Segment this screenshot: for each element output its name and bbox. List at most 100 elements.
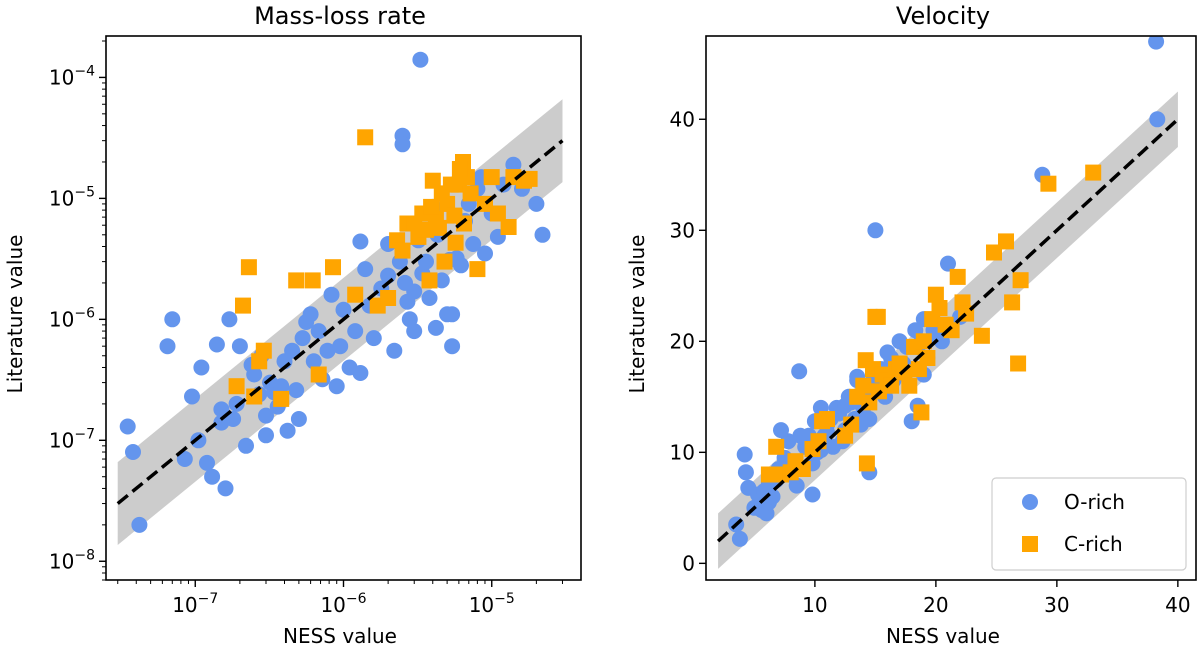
plot-area [116, 51, 564, 545]
o-rich-point [505, 156, 522, 173]
o-rich-point [125, 444, 141, 460]
o-rich-point [310, 323, 327, 340]
o-rich-point [217, 480, 234, 497]
y-tick-label: 40 [670, 107, 695, 131]
o-rich-point [131, 516, 148, 533]
c-rich-point [469, 261, 486, 278]
o-rich-point [444, 338, 461, 355]
o-rich-point [273, 378, 290, 395]
y-tick-exponent: −4 [74, 63, 95, 79]
o-rich-point [1148, 36, 1165, 50]
mass-loss-ylabel: Literature value [3, 235, 27, 394]
o-rich-point [736, 446, 753, 463]
o-rich-point [940, 255, 956, 272]
o-rich-point [204, 468, 221, 485]
c-rich-point [943, 322, 960, 339]
c-rich-point [521, 170, 538, 187]
o-rich-point [199, 454, 215, 471]
legend-c-rich-label: C-rich [1064, 532, 1123, 556]
c-rich-point [858, 455, 875, 472]
o-rich-point [284, 342, 301, 359]
c-rich-point [347, 286, 364, 303]
o-rich-point [421, 290, 438, 306]
o-rich-point [731, 530, 748, 547]
c-rich-point [883, 377, 900, 394]
o-rich-point [357, 261, 374, 278]
c-rich-point [489, 205, 506, 222]
y-tick-label: 10−6 [49, 305, 95, 331]
y-tick-exponent: −7 [74, 426, 95, 442]
c-rich-point [228, 378, 245, 395]
o-rich-point [193, 359, 210, 376]
o-rich-point [444, 306, 461, 323]
c-rich-point [235, 297, 251, 314]
c-rich-point [505, 169, 522, 186]
o-rich-point [412, 51, 429, 68]
y-tick-label: 0 [682, 551, 695, 575]
c-rich-point [869, 308, 886, 325]
c-rich-point [500, 219, 517, 235]
c-rich-point [255, 342, 272, 359]
o-rich-point [119, 418, 136, 435]
mass-loss-title: Mass-loss rate [254, 2, 426, 30]
o-rich-point [290, 411, 307, 427]
y-tick-label: 30 [670, 218, 695, 242]
x-tick-exponent: −7 [198, 591, 219, 607]
c-rich-point [768, 438, 785, 455]
c-rich-point [949, 268, 966, 285]
c-rich-point [325, 259, 341, 276]
x-tick-label: 20 [923, 593, 948, 617]
o-rich-point [279, 422, 296, 439]
plot-area [716, 36, 1180, 569]
legend: O-rich C-rich [991, 477, 1187, 571]
o-rich-point [528, 195, 545, 212]
o-rich-point [213, 401, 230, 418]
o-rich-point [433, 272, 450, 289]
o-rich-point [246, 366, 263, 383]
o-rich-point [780, 433, 797, 450]
o-rich-point [231, 338, 248, 355]
x-tick-label: 10−6 [320, 591, 366, 617]
o-rich-point [867, 222, 884, 239]
c-rich-point [421, 272, 438, 289]
o-rich-point [328, 378, 345, 395]
o-rich-point [399, 293, 416, 310]
c-rich-point [794, 461, 811, 477]
o-rich-point [159, 338, 176, 355]
velocity-panel: Velocity NESS value Literature value 10 2… [625, 2, 1197, 648]
c-rich-point [913, 404, 930, 421]
o-rich-point [534, 226, 551, 243]
velocity-xlabel: NESS value [886, 624, 1000, 648]
o-rich-point [258, 427, 274, 444]
o-rich-point [302, 306, 319, 323]
y-tick-exponent: −6 [74, 305, 95, 321]
y-tick-label: 10 [670, 440, 695, 464]
o-rich-point [208, 336, 225, 353]
o-rich-point [365, 330, 382, 347]
o-rich-point [221, 311, 238, 328]
o-rich-point [406, 323, 423, 340]
c-rich-point [760, 466, 777, 483]
o-rich-point [465, 236, 482, 252]
o-rich-point [861, 411, 878, 427]
y-tick-exponent: −5 [74, 184, 95, 200]
c-rich-point [310, 366, 327, 383]
legend-c-rich-marker [1022, 536, 1038, 552]
o-rich-point [258, 407, 274, 424]
o-rich-point [352, 233, 369, 250]
c-rich-point [273, 390, 290, 407]
o-rich-point [804, 486, 821, 503]
c-rich-point [451, 161, 468, 177]
y-tick-label: 10−8 [49, 547, 95, 573]
c-rich-point [436, 253, 453, 270]
c-rich-point [901, 377, 918, 394]
c-rich-point [240, 259, 257, 276]
x-tick-label: 30 [1044, 593, 1069, 617]
o-rich-point [1149, 111, 1166, 128]
c-rich-point [456, 215, 472, 232]
o-rich-point [837, 397, 854, 414]
y-tick-label: 10−4 [49, 63, 95, 89]
x-tick-label: 10 [802, 593, 827, 617]
o-rich-point [288, 382, 305, 399]
